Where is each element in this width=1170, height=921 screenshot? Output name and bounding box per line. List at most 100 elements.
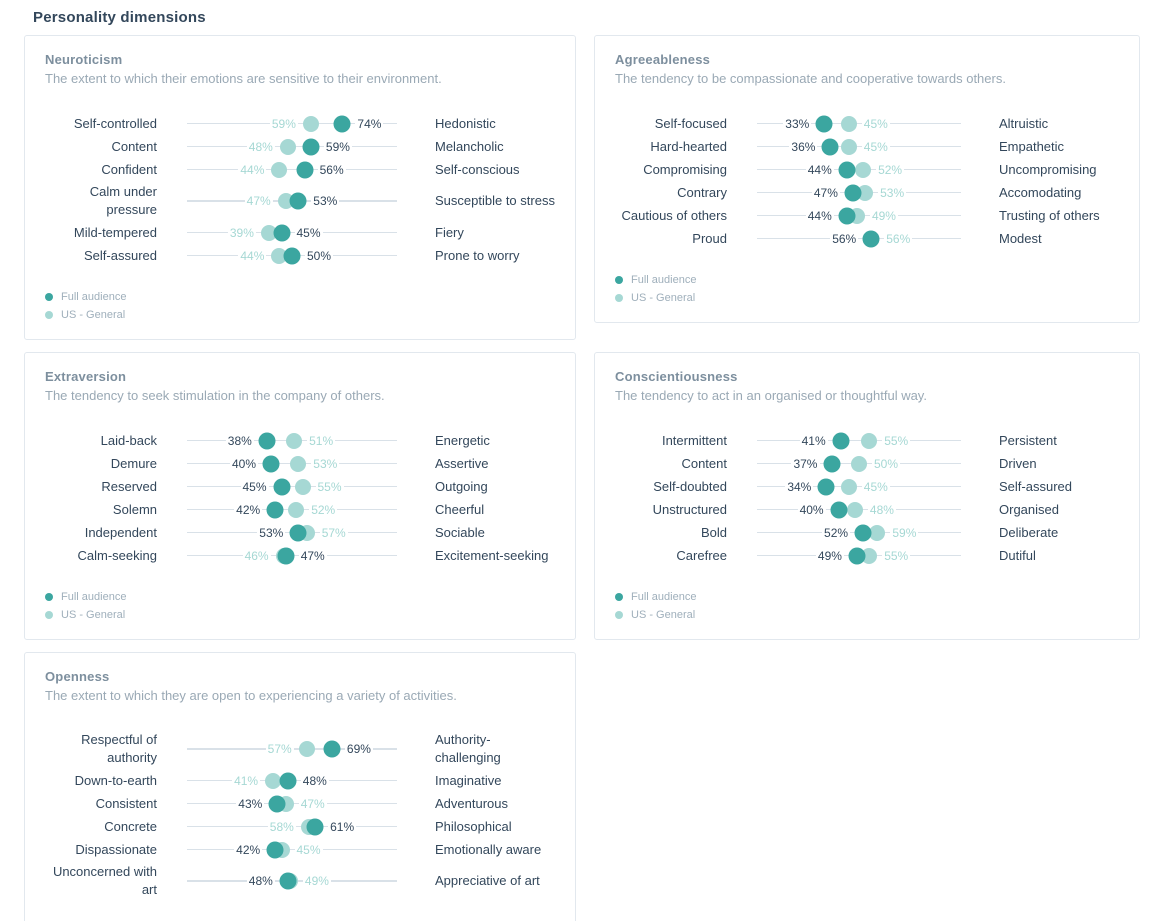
full-audience-dot[interactable] (830, 501, 848, 518)
us-general-dot[interactable] (298, 741, 315, 757)
card-title: Agreeableness (615, 52, 711, 67)
card-description: The tendency to be compassionate and coo… (615, 71, 1006, 86)
us-general-dot[interactable] (279, 138, 296, 155)
us-general-dot[interactable] (302, 115, 319, 132)
trait-label-left: Bold (700, 524, 727, 540)
chart-track: 44% 50% (187, 246, 397, 265)
full-audience-dot[interactable] (333, 115, 351, 132)
chart-track: 44% 56% (187, 160, 397, 179)
chart-track: 57% 69% (187, 731, 397, 767)
full-audience-dot[interactable] (266, 501, 284, 518)
legend-item-us-general[interactable]: US - General (615, 607, 1119, 623)
us-general-dot[interactable] (286, 432, 303, 449)
full-audience-dot[interactable] (289, 192, 307, 210)
us-general-value: 48% (246, 139, 275, 154)
full-audience-dot[interactable] (279, 772, 297, 789)
full-audience-dot[interactable] (283, 247, 301, 264)
full-audience-dot[interactable] (302, 138, 320, 155)
legend-item-full-audience[interactable]: Full audience (615, 272, 1119, 288)
us-general-dot[interactable] (265, 772, 282, 789)
trait-row: Self-controlled 59% 74% Hedonistic (45, 112, 555, 135)
us-general-dot[interactable] (290, 455, 307, 472)
legend-item-full-audience[interactable]: Full audience (45, 289, 555, 305)
us-general-dot[interactable] (288, 501, 305, 518)
full-audience-dot[interactable] (854, 524, 872, 541)
legend-item-us-general[interactable]: US - General (45, 607, 555, 623)
us-general-dot[interactable] (869, 524, 886, 541)
us-general-value: 44% (238, 162, 267, 177)
full-audience-dot[interactable] (266, 841, 284, 858)
full-audience-value: 50% (305, 248, 334, 263)
full-audience-dot[interactable] (817, 478, 835, 495)
full-audience-dot[interactable] (277, 547, 295, 564)
full-audience-dot[interactable] (262, 455, 280, 472)
full-audience-value: 47% (298, 548, 327, 563)
chart-track: 40% 48% (757, 500, 961, 519)
trait-label-right: Persistent (999, 432, 1057, 448)
us-general-dot[interactable] (857, 184, 874, 201)
legend-item-us-general[interactable]: US - General (45, 307, 555, 323)
us-general-dot[interactable] (861, 547, 878, 564)
us-general-dot[interactable] (855, 161, 872, 178)
trait-label-right: Authority-challenging (435, 732, 501, 765)
full-audience-dot[interactable] (289, 524, 307, 541)
trait-label-left: Confident (101, 161, 157, 177)
full-audience-value: 38% (225, 433, 254, 448)
full-audience-dot[interactable] (258, 432, 276, 449)
us-general-dot[interactable] (840, 115, 857, 132)
full-audience-dot[interactable] (815, 115, 833, 132)
chart-track: 44% 52% (757, 160, 961, 179)
us-general-dot[interactable] (277, 193, 294, 209)
trait-row: Content 48% 59% Melancholic (45, 135, 555, 158)
us-general-dot[interactable] (260, 224, 277, 241)
legend-item-us-general[interactable]: US - General (615, 290, 1119, 306)
us-general-dot[interactable] (840, 138, 857, 155)
full-audience-dot[interactable] (838, 161, 856, 178)
chart-track: 40% 53% (187, 454, 397, 473)
trait-label-left: Calm under pressure (89, 184, 157, 217)
full-audience-value: 45% (240, 479, 269, 494)
legend-item-full-audience[interactable]: Full audience (45, 589, 555, 605)
trait-row: Down-to-earth 41% 48% Imaginative (45, 769, 555, 792)
full-audience-dot[interactable] (821, 138, 839, 155)
full-audience-dot[interactable] (273, 224, 290, 241)
us-general-dot[interactable] (851, 455, 867, 472)
full-audience-dot[interactable] (862, 230, 880, 247)
full-audience-dot[interactable] (848, 547, 866, 564)
us-general-dot[interactable] (840, 478, 857, 495)
full-audience-dot[interactable] (279, 872, 297, 890)
full-audience-dot[interactable] (268, 795, 286, 812)
us-general-dot[interactable] (861, 432, 878, 449)
full-audience-dot[interactable] (273, 478, 290, 495)
us-general-dot[interactable] (271, 161, 288, 178)
chart-track-line (757, 145, 961, 148)
legend-item-full-audience[interactable]: Full audience (615, 589, 1119, 605)
full-audience-dot[interactable] (844, 184, 862, 201)
us-general-dot[interactable] (846, 501, 863, 518)
full-audience-dot[interactable] (323, 740, 341, 758)
full-audience-value: 53% (257, 525, 286, 540)
legend-dot (45, 611, 53, 619)
chart-track: 39% 45% (187, 223, 397, 242)
trait-row: Solemn 42% 52% Cheerful (45, 498, 555, 521)
full-audience-dot[interactable] (832, 432, 850, 449)
us-general-dot[interactable] (294, 478, 311, 495)
trait-label-right: Self-conscious (435, 161, 520, 177)
trait-label-right: Prone to worry (435, 247, 520, 263)
trait-label-right: Imaginative (435, 772, 502, 788)
full-audience-dot[interactable] (823, 455, 841, 472)
full-audience-dot[interactable] (306, 818, 324, 835)
us-general-value: 53% (311, 456, 340, 471)
trait-label-left: Laid-back (100, 432, 157, 448)
trait-label-left: Respectful of authority (81, 732, 157, 765)
full-audience-dot[interactable] (296, 161, 314, 178)
full-audience-dot[interactable] (838, 207, 856, 224)
chart-track: 42% 52% (187, 500, 397, 519)
trait-label-left: Demure (110, 455, 157, 471)
dimension-card-conscientiousness: Conscientiousness The tendency to act in … (594, 352, 1140, 640)
chart-track: 56% 56% (757, 229, 961, 248)
legend-dot (615, 593, 623, 601)
trait-label-right: Philosophical (435, 818, 512, 834)
trait-label-left: Cautious of others (621, 207, 727, 223)
us-general-dot[interactable] (271, 247, 288, 264)
